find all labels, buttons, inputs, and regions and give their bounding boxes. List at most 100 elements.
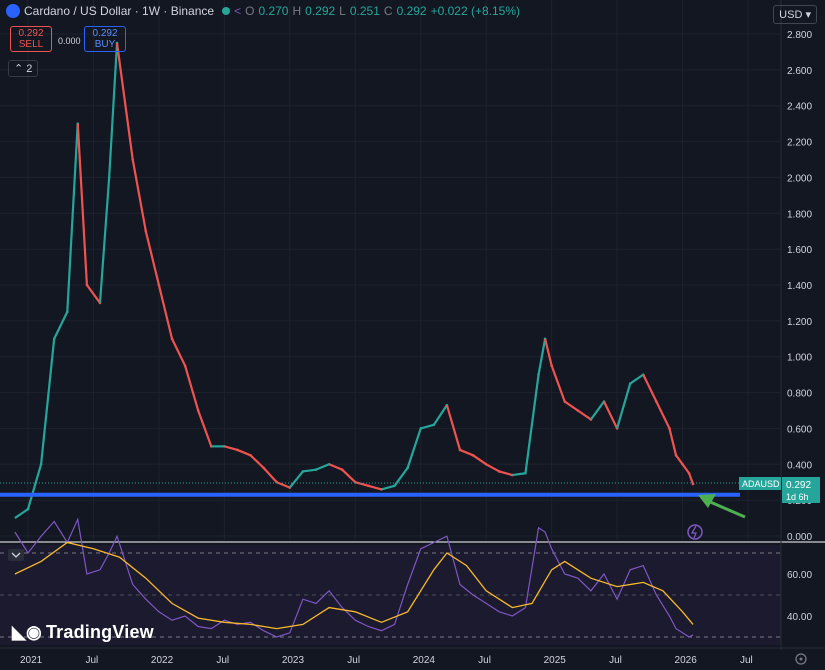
ohlc-legend: Cardano / US Dollar · 1W · Binance < O 0.…	[6, 4, 520, 18]
rsi-band	[0, 552, 781, 638]
green-arrow-annotation[interactable]	[698, 494, 746, 519]
price-pane-bg	[0, 0, 781, 540]
close-label: C	[383, 4, 393, 18]
price-segment	[131, 159, 147, 232]
price-tag-price: 0.292	[786, 480, 811, 491]
price-segment	[76, 123, 89, 286]
price-tick-label: 1.600	[787, 245, 812, 256]
rsi-tick-label: 60.00	[787, 570, 812, 581]
rsi-collapse-button[interactable]	[8, 549, 24, 561]
price-tick-label: 1.400	[787, 281, 812, 292]
share-icon[interactable]: <	[234, 4, 242, 18]
price-segment	[688, 472, 695, 485]
gridlines	[0, 0, 781, 540]
rsi-series-group	[14, 517, 694, 638]
price-segment	[26, 463, 43, 510]
price-segment	[544, 338, 553, 366]
price-segment	[98, 177, 111, 304]
price-segment	[550, 365, 566, 402]
price-segment	[262, 467, 278, 483]
price-segment	[472, 454, 487, 466]
sell-button[interactable]: 0.292 SELL	[10, 26, 52, 52]
price-segment	[115, 42, 134, 160]
tradingview-logo-text: TradingView	[45, 622, 154, 642]
high-value: 0.292	[305, 4, 336, 18]
time-tick-label: 2025	[544, 655, 567, 666]
time-tick-label: 2026	[675, 655, 698, 666]
change-value: +0.022 (+8.15%)	[430, 4, 520, 18]
price-tick-label: 1.000	[787, 353, 812, 364]
price-segment	[171, 338, 187, 367]
sell-price: 0.292	[18, 28, 44, 39]
time-tick-label: Jul	[609, 655, 622, 666]
cardano-logo-icon	[6, 4, 20, 18]
price-tick-label: 0.400	[787, 460, 812, 471]
price-segment	[157, 284, 174, 340]
tradingview-logo[interactable]: ◣◉ TradingView	[12, 622, 154, 643]
low-label: L	[339, 4, 346, 18]
price-segment	[66, 123, 79, 312]
high-label: H	[292, 4, 302, 18]
chevron-up-icon: ⌃	[14, 63, 24, 75]
price-segment	[524, 374, 540, 474]
price-segment	[459, 448, 474, 457]
lightning-icon[interactable]	[687, 524, 703, 540]
price-segment	[302, 468, 317, 473]
price-segment	[498, 470, 513, 477]
price-tick-label: 2.000	[787, 173, 812, 184]
price-segment	[276, 481, 291, 489]
indicator-count: 2	[26, 63, 33, 75]
price-segment	[420, 423, 435, 430]
price-segment	[249, 454, 265, 469]
rsi-ma-line	[14, 541, 694, 630]
price-tick-label: 2.400	[787, 102, 812, 113]
price-segment	[642, 374, 658, 403]
price-segment	[616, 383, 632, 429]
price-segment	[224, 445, 238, 452]
price-segment	[603, 401, 619, 429]
low-value: 0.251	[349, 4, 380, 18]
price-segment	[237, 448, 251, 457]
rsi-axis[interactable]: 40.00 60.00	[787, 570, 812, 623]
price-segment	[485, 463, 500, 473]
price-segment	[577, 409, 592, 421]
price-segment	[53, 311, 69, 340]
buy-button[interactable]: 0.292 BUY	[84, 26, 126, 52]
price-tag-symbol-bg	[739, 477, 781, 490]
price-segment	[629, 373, 644, 385]
price-segment	[315, 463, 330, 471]
price-segment	[184, 365, 200, 411]
price-segment	[108, 42, 119, 178]
price-axis[interactable]: 0.0000.2000.4000.6000.8001.0001.2001.400…	[787, 30, 812, 543]
chart-settings-icon[interactable]	[795, 653, 807, 665]
time-tick-label: 2022	[151, 655, 174, 666]
time-tick-label: Jul	[478, 655, 491, 666]
price-segment	[368, 484, 382, 491]
chevron-down-icon: ▾	[805, 9, 811, 21]
price-segment	[564, 400, 579, 412]
currency-button[interactable]: USD ▾	[773, 5, 817, 24]
price-tick-label: 0.600	[787, 424, 812, 435]
rsi-line	[14, 517, 694, 638]
time-tick-label: 2024	[413, 655, 436, 666]
time-tick-label: Jul	[85, 655, 98, 666]
price-tick-label: 2.600	[787, 66, 812, 77]
time-axis[interactable]: 2021 Jul 2022 Jul 2023 Jul 2024 Jul 2025 Jul 2026 J…	[20, 655, 753, 666]
symbol-title[interactable]: Cardano / US Dollar · 1W · Binance	[24, 4, 215, 18]
price-tag-countdown: 1d 6h	[786, 492, 809, 502]
spread-value: 0.000	[58, 36, 81, 46]
price-segment	[144, 230, 160, 286]
price-segment	[341, 468, 357, 484]
buy-label: BUY	[94, 39, 116, 50]
price-segment	[14, 508, 29, 519]
price-tick-label: 0.000	[787, 532, 812, 543]
price-segment	[432, 404, 448, 426]
price-segment	[445, 404, 462, 451]
price-segment	[537, 338, 547, 375]
sell-label: SELL	[18, 39, 44, 50]
currency-label: USD	[779, 9, 803, 21]
price-tick-label: 1.200	[787, 317, 812, 328]
price-tick-label: 2.200	[787, 138, 812, 149]
indicators-collapse-button[interactable]: ⌃ 2	[8, 60, 39, 77]
price-series-group	[14, 41, 695, 519]
